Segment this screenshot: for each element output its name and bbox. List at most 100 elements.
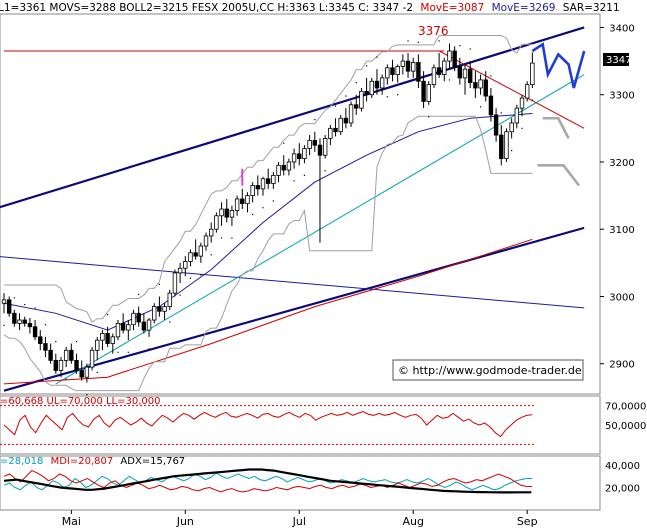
sar-dot (428, 116, 430, 118)
candle-body (69, 349, 74, 361)
sar-dot (438, 40, 440, 42)
sar-dot (303, 174, 306, 177)
candle-body (473, 82, 478, 89)
candle-body (442, 60, 447, 75)
candle-body (63, 349, 69, 361)
candle-body (379, 77, 385, 89)
sar-dot (407, 40, 409, 42)
sar-dot (179, 294, 181, 296)
sar-dot (148, 348, 150, 350)
candlestick-series (1, 40, 535, 396)
sar-dot (479, 106, 482, 108)
candle-body (131, 312, 136, 326)
candle-body (514, 107, 520, 124)
candle-body (32, 326, 38, 338)
candle-body (467, 68, 473, 84)
sar-dot (324, 170, 326, 172)
candle-body (136, 312, 141, 323)
candle-body (281, 164, 286, 171)
candle-body (297, 153, 302, 160)
candle-body (74, 359, 79, 371)
candle-body (27, 322, 33, 328)
candle-body (436, 67, 442, 75)
trendline-declining-line (0, 256, 585, 309)
candle-body (214, 215, 219, 230)
candle-body (457, 66, 463, 79)
candle-body (48, 349, 53, 361)
sar-dot (417, 41, 419, 43)
sar-dot (138, 293, 140, 296)
y-tick-label: 3200 (609, 158, 634, 169)
candle-body (509, 122, 514, 133)
candle-body (333, 127, 338, 133)
candle-body (271, 175, 276, 184)
candle-body (167, 292, 172, 307)
candle-body (374, 80, 380, 89)
candle-body (95, 339, 100, 351)
candle-body (250, 185, 255, 196)
candle-body (240, 198, 245, 205)
y-tick-label: 3400 (609, 23, 634, 34)
sar-dot (169, 321, 171, 323)
rsi-line (3, 410, 533, 438)
y-tick-label: 3000 (609, 292, 634, 303)
header-prefix: L1=3361 MOVS=3288 BOLL2=3215 FESX 2005U,… (0, 2, 413, 14)
candle-body (110, 336, 115, 344)
candle-body (198, 245, 204, 257)
adx-header-teal: =28,018 (0, 456, 43, 467)
candle-body (53, 359, 58, 371)
adx-tick-label: 40,000 (605, 461, 640, 472)
candle-body (359, 90, 364, 109)
forecast-lines (531, 42, 586, 187)
candle-body (405, 60, 411, 72)
candle-body (157, 306, 162, 312)
candle-body (38, 336, 43, 344)
candle-body (343, 117, 349, 124)
header-sar: SAR=3211 (563, 2, 620, 14)
candle-body (208, 228, 214, 237)
y-tick-label: 2900 (609, 360, 634, 371)
adx-panel-frame (0, 455, 601, 511)
sar-dot (86, 394, 88, 396)
candle-body (89, 349, 95, 368)
header-move-blue: MovE=3269 (492, 2, 556, 14)
sar-dot (3, 324, 5, 326)
sar-dot (459, 45, 461, 47)
candle-body (431, 67, 437, 86)
candle-body (146, 319, 152, 331)
grey-forecast-upper (542, 116, 570, 140)
trendline-upper-channel (0, 26, 585, 209)
sar-dot (355, 82, 357, 84)
candle-body (105, 333, 110, 344)
forecast-path (531, 42, 586, 89)
sar-dot (75, 340, 78, 343)
sar-dot (127, 351, 129, 353)
candle-body (411, 62, 416, 72)
moving-average-blue (3, 113, 533, 331)
candle-body (22, 319, 27, 324)
candle-body (12, 312, 17, 324)
candle-body (312, 140, 317, 146)
candle-body (172, 272, 178, 294)
adx-series-adx (3, 468, 532, 494)
candle-body (307, 140, 312, 149)
candle-body (17, 319, 22, 324)
sar-dot (200, 274, 202, 276)
rsi-tick-label: 70,0000 (605, 402, 646, 413)
y-tick-label: 3100 (609, 225, 634, 236)
sar-dot (262, 207, 264, 209)
candle-body (354, 104, 359, 109)
sar-dot (397, 94, 399, 96)
sar-dot (55, 340, 57, 343)
sar-dot (65, 378, 67, 380)
candle-body (452, 50, 457, 67)
sar-dot (366, 65, 368, 67)
candle-body (58, 359, 64, 371)
candle-body (141, 321, 147, 331)
grey-forecast-lower (537, 164, 581, 187)
adx-header-red: MDI=20,807 (51, 456, 114, 467)
rsi-tick-label: 50,0000 (605, 421, 646, 432)
sar-dot (158, 283, 160, 285)
sar-dot (252, 213, 254, 216)
